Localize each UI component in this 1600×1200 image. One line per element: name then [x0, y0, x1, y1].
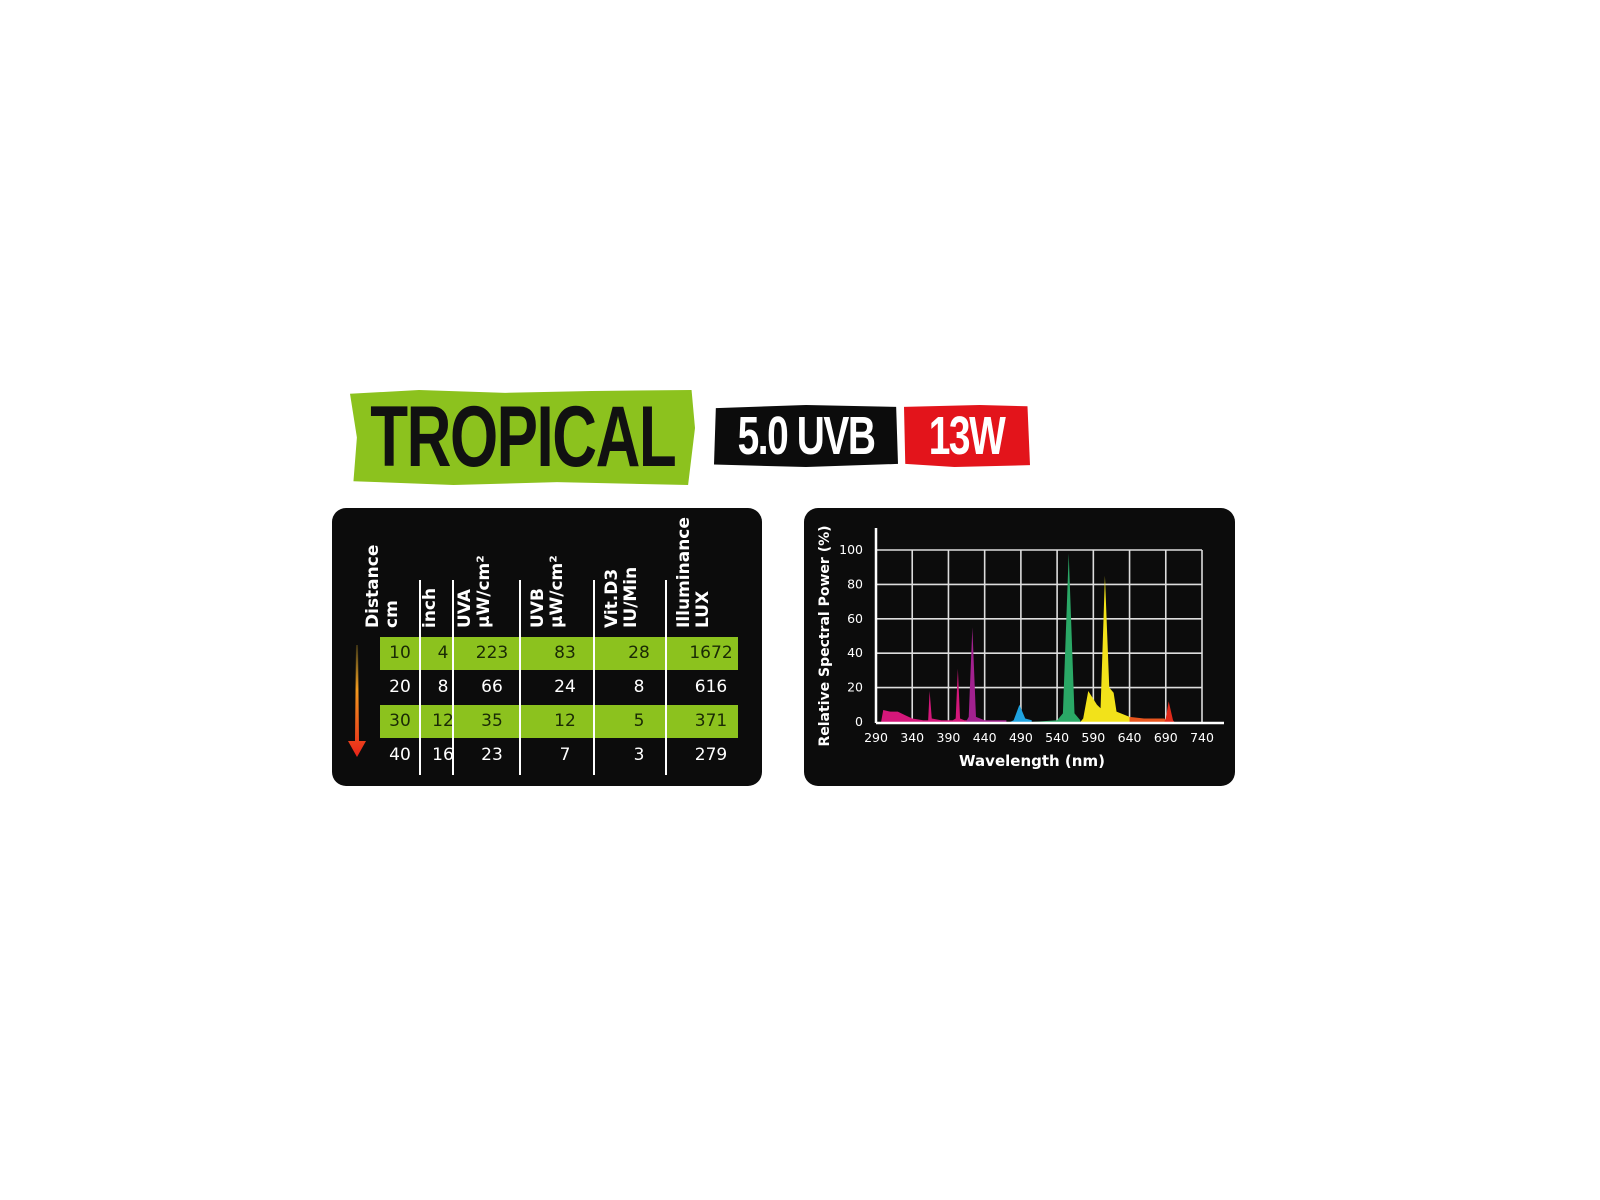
- spectrum-band: [1080, 575, 1130, 722]
- y-tick-label: 40: [847, 645, 863, 660]
- arrow-down-icon: [348, 645, 366, 757]
- table-row: 10 4 223 83 28 1672: [380, 637, 738, 670]
- product-name-badge: TROPICAL: [350, 390, 695, 485]
- column-header-unit: IU/Min: [621, 566, 641, 628]
- table-cell: 30: [389, 711, 411, 731]
- spectrum-band: [1129, 716, 1166, 722]
- table-cell: 83: [554, 643, 576, 663]
- column-header: UVA μW/cm²: [455, 555, 494, 628]
- table-cell: 28: [628, 643, 650, 663]
- x-tick-label: 390: [937, 730, 961, 745]
- y-tick-label: 20: [847, 680, 863, 695]
- column-divider: [452, 580, 454, 775]
- x-tick-label: 740: [1190, 730, 1214, 745]
- spectral-chart-panel: 290 340 390 440 490 540 590 640 690 740 0 20 40 60 80 1…: [804, 508, 1235, 786]
- table-cell: 7: [559, 745, 571, 765]
- spectral-power-chart: 290 340 390 440 490 540 590 640 690 740 0 20 40 60 80 1…: [817, 525, 1224, 770]
- table-cell: 8: [633, 677, 645, 697]
- column-header-unit: LUX: [693, 590, 713, 628]
- column-header-line: Illuminance: [674, 517, 694, 628]
- table-row: 40 16 23 7 3 279: [380, 739, 738, 772]
- x-tick-label: 690: [1154, 730, 1178, 745]
- table-cell: 4: [437, 643, 449, 663]
- column-header: Distance cm: [363, 544, 402, 628]
- x-tick-label: 340: [900, 730, 924, 745]
- column-header-line: Vit.D3: [602, 568, 622, 628]
- table-cell: 66: [481, 677, 503, 697]
- x-tick-label: 490: [1009, 730, 1033, 745]
- column-header-line: UVA: [455, 589, 475, 628]
- table-cell: 35: [481, 711, 503, 731]
- table-cell: 279: [694, 745, 728, 765]
- y-tick-label: 100: [839, 542, 863, 557]
- table-cell: 3: [633, 745, 645, 765]
- x-axis-label: Wavelength (nm): [959, 752, 1105, 770]
- table-cell: 223: [475, 643, 509, 663]
- spectrum-band: [881, 668, 968, 722]
- wattage: 13W: [929, 406, 1006, 466]
- column-divider: [665, 580, 667, 775]
- column-header-line: inch: [420, 587, 440, 628]
- spectrum-band: [965, 627, 1007, 722]
- table-cell: 10: [389, 643, 411, 663]
- table-cell: 5: [633, 711, 645, 731]
- table-cell: 24: [554, 677, 576, 697]
- y-axis-label: Relative Spectral Power (%): [817, 525, 833, 746]
- column-divider: [593, 580, 595, 775]
- uv-output-table: Distance cm inch UVA μW/cm² UVB μW/cm² Vit.D3 IU…: [332, 508, 762, 786]
- product-name: TROPICAL: [370, 389, 676, 485]
- spectrum-band: [1031, 553, 1081, 722]
- x-tick-label: 640: [1118, 730, 1142, 745]
- uv-rating-badge: 5.0 UVB: [714, 405, 898, 467]
- spectrum-band: [1164, 701, 1175, 722]
- y-tick-label: 80: [847, 576, 863, 591]
- table-row: 20 8 66 24 8 616: [380, 671, 738, 704]
- table-cell: 23: [481, 745, 503, 765]
- column-divider: [419, 580, 421, 775]
- column-header-line: UVB: [528, 588, 548, 628]
- table-cell: 371: [694, 711, 728, 731]
- column-header-unit: μW/cm²: [547, 555, 567, 628]
- wattage-badge: 13W: [904, 405, 1030, 467]
- column-divider: [519, 580, 521, 775]
- x-tick-label: 590: [1081, 730, 1105, 745]
- x-tick-label: 440: [973, 730, 997, 745]
- y-tick-label: 60: [847, 611, 863, 626]
- column-header-unit: cm: [382, 600, 402, 628]
- table-cell: 40: [389, 745, 411, 765]
- table-row: 30 12 35 12 5 371: [380, 705, 738, 738]
- column-header-unit: μW/cm²: [474, 555, 494, 628]
- x-tick-label: 540: [1045, 730, 1069, 745]
- uv-rating: 5.0 UVB: [737, 406, 876, 466]
- column-header: Vit.D3 IU/Min: [602, 566, 641, 628]
- column-header: UVB μW/cm²: [528, 555, 567, 628]
- table-cell: 12: [554, 711, 576, 731]
- column-header: Illuminance LUX: [674, 517, 713, 628]
- spectrum-band: [1010, 704, 1032, 722]
- table-cell: 1672: [689, 643, 733, 663]
- column-header-line: Distance: [363, 544, 383, 628]
- column-header: inch: [420, 587, 440, 628]
- table-cell: 616: [694, 677, 728, 697]
- y-tick-label: 0: [855, 714, 863, 729]
- table-cell: 16: [432, 745, 454, 765]
- table-cell: 8: [437, 677, 449, 697]
- table-cell: 20: [389, 677, 411, 697]
- table-cell: 12: [432, 711, 454, 731]
- x-tick-label: 290: [864, 730, 888, 745]
